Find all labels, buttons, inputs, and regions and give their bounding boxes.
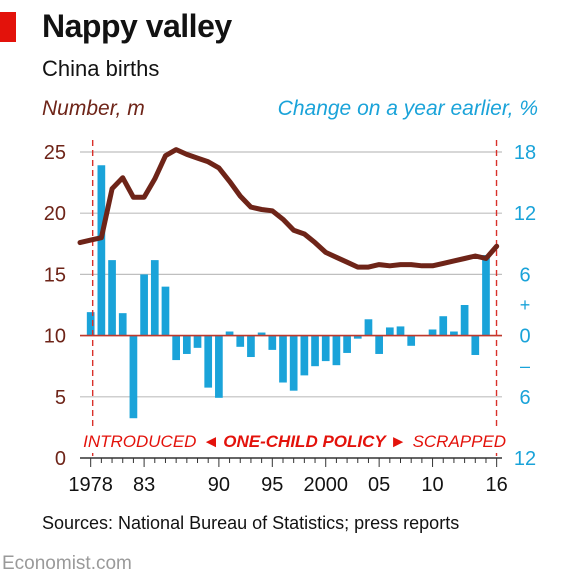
change-bar	[118, 313, 127, 336]
x-tick-label: 83	[133, 474, 155, 496]
change-bar	[471, 335, 480, 355]
right-axis-label: Change on a year earlier, %	[278, 97, 538, 120]
change-bar	[257, 332, 266, 336]
policy-dashed-lines	[91, 140, 498, 458]
change-bar	[311, 335, 319, 367]
chart-title: Nappy valley	[42, 8, 232, 44]
change-bar	[396, 326, 405, 336]
x-tick-label: 10	[421, 474, 443, 496]
change-bar	[460, 305, 469, 336]
change-bar	[428, 329, 437, 336]
change-bar	[172, 335, 180, 361]
change-bar	[375, 335, 383, 354]
left-tick-label: 20	[44, 203, 66, 225]
x-tick-label: 16	[486, 474, 508, 496]
change-bar	[300, 335, 309, 376]
change-bar	[407, 335, 416, 346]
annotation-arrow-left: ◄	[202, 432, 219, 451]
change-bar	[97, 165, 106, 336]
left-tick-label: 0	[55, 448, 66, 470]
change-bar	[279, 335, 287, 383]
change-bar	[193, 335, 202, 348]
right-tick-label: 6	[519, 387, 530, 409]
left-axis-label: Number, m	[42, 97, 145, 120]
left-tick-label: 15	[44, 264, 66, 286]
change-bar	[353, 335, 362, 339]
change-bar	[450, 331, 458, 336]
brand-red-tab	[0, 12, 16, 42]
x-tick-label: 95	[261, 474, 283, 496]
left-tick-label: 5	[55, 387, 66, 409]
x-tick-label: 90	[208, 474, 230, 496]
change-bar	[215, 335, 223, 398]
change-bar	[225, 331, 234, 336]
change-bar	[343, 335, 351, 353]
annotation-introduced: INTRODUCED	[83, 432, 196, 451]
right-tick-label: 6	[519, 264, 530, 286]
annotation-arrow-right: ►	[390, 432, 407, 451]
change-bar	[364, 319, 373, 336]
right-tick-label: 12	[514, 203, 536, 225]
right-tick-label: 12	[514, 448, 536, 470]
change-bar	[86, 312, 95, 336]
negative-change-sign: –	[520, 356, 530, 376]
policy-annotation: INTRODUCED ◄ ONE-CHILD POLICY ► SCRAPPED	[83, 432, 506, 451]
change-bar	[385, 327, 394, 336]
change-bar	[321, 335, 330, 362]
change-bar	[140, 274, 148, 336]
change-bar	[204, 335, 213, 388]
change-bar	[332, 335, 341, 366]
annotation-scrapped: SCRAPPED	[413, 432, 507, 451]
change-bar	[161, 286, 170, 336]
left-tick-label: 25	[44, 142, 66, 164]
right-tick-label: 18	[514, 142, 536, 164]
births-line	[77, 147, 500, 270]
change-bar	[439, 316, 448, 336]
annotation-policy: ONE-CHILD POLICY	[223, 432, 387, 451]
x-tick-label: 2000	[303, 474, 348, 496]
x-axis-ticks: 1978 83 90 95 2000 05 10 16	[68, 458, 508, 496]
x-tick-label: 1978	[68, 474, 113, 496]
positive-change-sign: +	[520, 295, 531, 315]
chart-subtitle: China births	[42, 56, 160, 81]
left-tick-label: 10	[44, 326, 66, 348]
change-bar	[268, 335, 277, 350]
change-bar	[289, 335, 298, 391]
change-bar	[129, 335, 138, 419]
annotation-background	[86, 429, 504, 453]
change-bar	[108, 260, 116, 336]
right-tick-label: 0	[519, 326, 530, 348]
source-note: Sources: National Bureau of Statistics; …	[42, 513, 460, 533]
change-bars	[86, 165, 490, 419]
change-bar	[482, 255, 490, 336]
x-tick-label: 05	[368, 474, 390, 496]
change-bar	[150, 260, 159, 336]
change-bar	[182, 335, 191, 354]
change-bar	[247, 335, 255, 358]
right-axis-ticks: 18 12 6 0 6 12	[514, 142, 536, 470]
left-axis-ticks: 0 5 10 15 20 25	[44, 142, 66, 470]
economist-brand: Economist.com	[2, 553, 132, 574]
change-bar	[236, 335, 245, 347]
